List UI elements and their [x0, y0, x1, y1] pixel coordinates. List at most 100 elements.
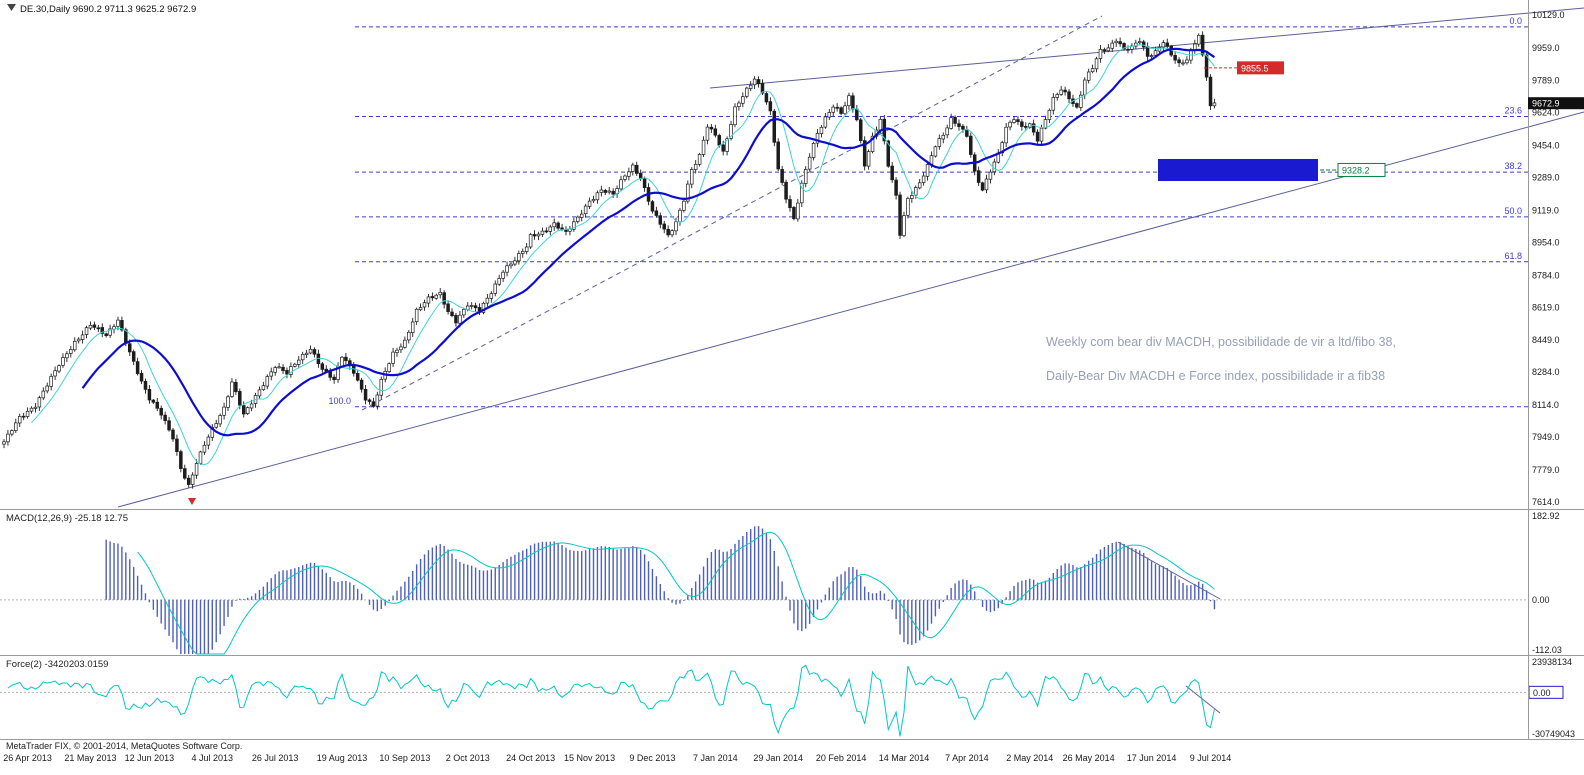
candle-body [556, 222, 560, 229]
candle-body [53, 370, 57, 377]
candle-body [293, 363, 297, 367]
candle-body [344, 356, 348, 361]
candle-body [1114, 40, 1118, 44]
force-label: Force(2) -3420203.0159 [6, 659, 108, 670]
candle-body [469, 305, 474, 307]
candle-body [949, 117, 953, 129]
candle-body [886, 140, 890, 167]
candle-body [116, 319, 120, 327]
candle-body [1020, 121, 1024, 127]
candle-body [745, 87, 749, 97]
candle-body [965, 129, 969, 137]
candle-body [304, 352, 309, 355]
candle-body [17, 416, 22, 424]
date-tick-label: 21 May 2013 [64, 753, 116, 763]
candle-body [902, 215, 906, 237]
candle-body [717, 135, 722, 146]
candle-body [100, 327, 104, 334]
trendlines[interactable] [117, 7, 1584, 714]
date-tick-label: 12 Jun 2013 [125, 753, 175, 763]
candle-body [497, 278, 501, 285]
annotation-daily[interactable]: Daily-Bear Div MACDH e Force index, poss… [1046, 369, 1385, 383]
macd-scale-min: -112.03 [1532, 645, 1562, 655]
ma-fast-line[interactable] [31, 44, 1215, 466]
date-axis[interactable]: 26 Apr 2013 21 May 2013 12 Jun 2013 4 Jul 2… [3, 753, 1231, 763]
fib-level-label: 38.2 [1504, 161, 1522, 171]
candle-body [733, 106, 737, 126]
candle-body [693, 163, 698, 170]
date-tick-label: 10 Sep 2013 [379, 753, 430, 763]
force-index-line[interactable] [7, 664, 1215, 737]
candle-body [572, 221, 576, 230]
candle-body [984, 178, 989, 191]
candle-body [587, 200, 592, 207]
candle-body [186, 477, 191, 485]
candle-body [222, 406, 226, 416]
candle-body [163, 414, 167, 421]
candle-body [473, 305, 478, 309]
uptrend-line-lower[interactable] [117, 111, 1584, 508]
macd-divergence-line[interactable] [1117, 541, 1221, 600]
trendline-mid-dashed[interactable] [361, 15, 1103, 411]
sell-arrow-marker [188, 498, 196, 505]
candle-body [792, 207, 796, 219]
candle-body [450, 311, 454, 317]
symbol-icon [7, 4, 16, 11]
force-divergence-line[interactable] [1185, 685, 1221, 714]
fibonacci-retracement[interactable]: 0.0 23.6 38.2 50.0 61.8 100.0 [328, 16, 1528, 408]
candle-body [76, 338, 81, 342]
candle-body [179, 451, 183, 469]
macd-scale-max: 182.92 [1532, 511, 1560, 521]
candle-body [607, 190, 611, 193]
candle-body [485, 297, 490, 304]
price-axis[interactable]: 10129.0 9959.0 9789.0 9624.0 9454.0 9289.0 911… [1528, 0, 1584, 740]
target-price-box-green[interactable] [1337, 162, 1386, 177]
candle-body [84, 327, 89, 335]
candle-body [285, 370, 289, 375]
price-tick-label: 8784.0 [1532, 270, 1560, 280]
candle-body [623, 175, 627, 180]
alert-price-box-red[interactable] [1237, 61, 1284, 75]
candle-body [548, 226, 553, 232]
candle-body [599, 189, 604, 193]
fib-level-label: 50.0 [1504, 206, 1522, 216]
candle-body [135, 361, 140, 374]
candle-body [674, 221, 678, 232]
candle-body [1008, 121, 1012, 128]
candle-body [41, 390, 46, 399]
candle-body [658, 215, 663, 225]
candlesticks [2, 31, 1217, 489]
candle-body [858, 119, 863, 141]
candle-body [878, 118, 883, 131]
candle-body [1173, 55, 1177, 61]
annotation-weekly[interactable]: Weekly com bear div MACDH, possibilidade… [1046, 335, 1396, 349]
candle-body [489, 293, 494, 299]
force-panel[interactable]: 23938134 0.00 -30749043 [0, 657, 1575, 739]
candle-body [1193, 43, 1197, 51]
candle-body [521, 251, 525, 254]
support-rectangle[interactable] [1158, 159, 1318, 181]
candle-body [937, 138, 942, 147]
candle-body [524, 246, 529, 252]
candle-body [72, 340, 77, 351]
candle-body [800, 182, 804, 204]
candle-body [689, 169, 694, 185]
candle-body [501, 271, 505, 279]
candle-body [945, 127, 949, 136]
ma-slow-line[interactable] [81, 47, 1216, 437]
candle-body [603, 190, 608, 193]
candle-body [725, 138, 729, 152]
candle-body [686, 183, 690, 202]
price-markers[interactable]: 9855.5 9328.2 [1204, 61, 1386, 177]
price-tick-label: 7949.0 [1532, 432, 1560, 442]
drawing-objects[interactable] [188, 159, 1318, 505]
candle-body [929, 155, 934, 165]
macd-signal-line[interactable] [137, 531, 1215, 655]
candle-body [49, 375, 53, 387]
macd-panel[interactable]: 182.92 0.00 -112.03 [0, 511, 1562, 655]
candle-body [29, 407, 34, 412]
date-tick-label: 2 May 2014 [1006, 753, 1053, 763]
candle-body [595, 192, 600, 201]
moving-averages[interactable] [31, 44, 1216, 466]
